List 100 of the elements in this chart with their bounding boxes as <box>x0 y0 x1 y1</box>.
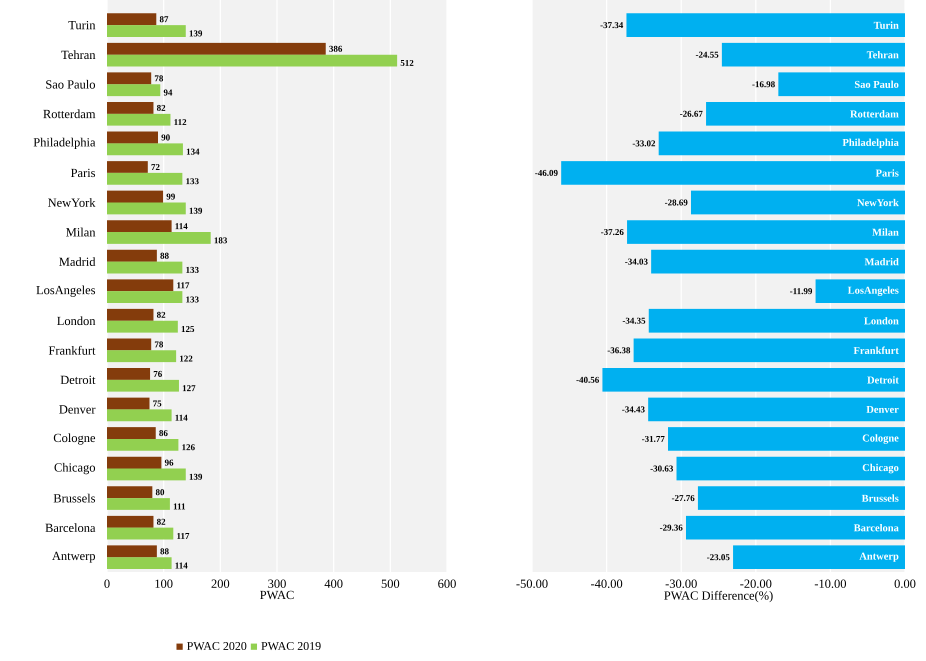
data-label: 72 <box>152 164 160 170</box>
y-tick-label: Brussels <box>862 494 899 502</box>
bar <box>107 438 178 451</box>
data-label: 99 <box>166 194 175 200</box>
data-label: 127 <box>182 385 196 392</box>
data-label: 117 <box>177 282 190 288</box>
data-label: -34.35 <box>622 318 646 324</box>
bar <box>107 220 172 232</box>
bar <box>107 172 182 185</box>
bar <box>107 54 398 67</box>
data-label: 112 <box>174 119 186 126</box>
data-label: 88 <box>160 548 169 554</box>
bar <box>107 279 174 292</box>
x-tick-label: 0 <box>104 580 110 588</box>
data-label: -34.03 <box>625 258 648 265</box>
bar <box>107 84 160 96</box>
bar <box>107 202 186 214</box>
bar <box>107 72 152 84</box>
data-label: -26.67 <box>680 110 703 117</box>
data-label: 94 <box>164 90 172 96</box>
data-label: 183 <box>214 237 228 244</box>
data-label: 90 <box>161 134 170 140</box>
y-tick-label: Antwerp <box>859 552 898 562</box>
y-tick-label: Madrid <box>864 258 899 266</box>
y-tick-label: Brussels <box>54 494 96 502</box>
x-tick-label: 300 <box>268 580 286 588</box>
data-label: 111 <box>174 503 186 510</box>
data-label: -36.38 <box>608 347 630 354</box>
data-label: 82 <box>156 518 166 525</box>
data-label: -28.69 <box>664 199 688 206</box>
y-tick-label: Philadelphia <box>34 138 96 150</box>
x-tick-label: -50.00 <box>516 580 548 588</box>
y-tick-label: Cologne <box>862 434 899 444</box>
data-label: -24.55 <box>696 52 718 58</box>
y-tick-label: LosAngeles <box>36 286 96 297</box>
x-tick-label: -40.00 <box>590 580 622 588</box>
legend-label: PWAC 2020 <box>187 642 246 650</box>
y-tick-label: Denver <box>866 406 899 413</box>
data-label: 139 <box>190 474 202 480</box>
y-tick-label: Antwerp <box>52 552 96 563</box>
data-label: 386 <box>329 46 342 52</box>
bar <box>107 320 178 333</box>
data-label: 139 <box>190 208 202 214</box>
y-tick-label: Detroit <box>60 376 96 384</box>
bar <box>107 398 150 410</box>
data-label: -37.26 <box>601 229 624 236</box>
data-label: -30.63 <box>650 465 674 472</box>
y-tick-label: Chicago <box>862 464 898 474</box>
x-tick-label: 100 <box>155 580 173 588</box>
y-tick-label: Barcelona <box>854 524 899 532</box>
y-tick-label: Milan <box>66 228 96 236</box>
data-label: 122 <box>180 356 192 362</box>
data-label: 78 <box>154 75 164 82</box>
y-tick-label: Turin <box>68 20 96 30</box>
bar <box>107 498 170 510</box>
y-tick-label: NewYork <box>48 198 96 207</box>
bar <box>107 545 157 558</box>
bar <box>107 409 172 422</box>
bar <box>107 486 152 498</box>
bar <box>107 161 148 173</box>
data-label: 75 <box>153 400 162 406</box>
x-tick-label: -30.00 <box>666 580 697 588</box>
data-label: 96 <box>164 460 174 466</box>
y-tick-label: LosAngeles <box>848 286 899 296</box>
bar <box>107 308 154 321</box>
data-label: 512 <box>400 60 414 66</box>
data-label: 126 <box>182 444 195 450</box>
data-label: -34.43 <box>622 406 645 412</box>
data-label: -16.98 <box>752 81 775 88</box>
bar <box>107 13 156 26</box>
bar <box>107 338 152 350</box>
x-axis-title: PWAC <box>260 590 294 600</box>
y-tick-label: London <box>864 317 899 324</box>
legend-label: PWAC 2019 <box>261 642 321 650</box>
bar <box>107 42 326 55</box>
data-label: 117 <box>177 532 190 539</box>
x-tick-label: -10.00 <box>814 580 846 588</box>
y-tick-label: Paris <box>876 169 899 177</box>
bar <box>107 190 164 202</box>
y-tick-label: Cologne <box>54 433 96 445</box>
data-label: 133 <box>186 266 199 273</box>
x-tick-label: 0.00 <box>894 580 916 588</box>
bar <box>107 468 186 480</box>
bar <box>107 516 154 528</box>
data-label: 114 <box>176 414 188 421</box>
data-label: 78 <box>154 341 164 348</box>
x-tick-label: 400 <box>324 580 343 588</box>
bar <box>107 132 158 144</box>
y-tick-label: Milan <box>872 228 899 236</box>
data-label: 76 <box>154 370 162 377</box>
y-tick-label: Tehran <box>866 51 899 58</box>
x-tick-label: 500 <box>382 580 400 588</box>
x-axis-title: PWAC Difference(%) <box>664 590 773 602</box>
x-tick-label: -20.00 <box>740 580 772 588</box>
data-label: 82 <box>156 104 166 111</box>
data-label: 125 <box>182 326 194 332</box>
y-tick-label: Denver <box>59 405 96 414</box>
bar <box>107 368 150 380</box>
y-tick-label: Chicago <box>54 462 96 474</box>
data-label: -23.05 <box>707 554 730 560</box>
